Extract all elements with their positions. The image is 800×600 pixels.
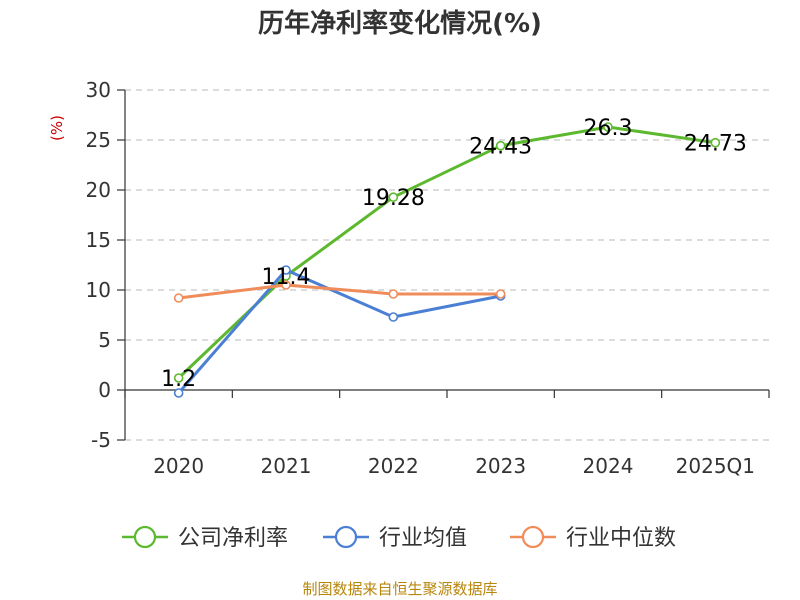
- data-point: [495, 289, 506, 299]
- series-lines: [177, 125, 716, 394]
- source-note: 制图数据来自恒生聚源数据库: [302, 580, 497, 598]
- grid: [125, 89, 769, 441]
- data-point: [388, 312, 399, 322]
- data-point: [173, 388, 184, 398]
- series-points: [173, 122, 721, 398]
- data-label: 11.4: [262, 265, 311, 290]
- x-tick-label: 2023: [475, 454, 526, 478]
- data-label: 24.73: [684, 132, 747, 157]
- data-label: 1.2: [161, 367, 196, 392]
- data-point: [603, 122, 613, 132]
- y-tick-label: 0: [98, 378, 111, 402]
- data-label: 19.28: [362, 186, 425, 211]
- series-line: [177, 125, 716, 380]
- x-axis-ticks: 2020 2021 2022 2023 2024 2025Q1: [124, 390, 770, 478]
- legend-circle-marker: [521, 525, 545, 549]
- data-point: [388, 289, 399, 299]
- x-tick-label: 2022: [368, 454, 419, 478]
- data-point: [173, 293, 184, 303]
- legend-label[interactable]: 公司净利率: [178, 526, 288, 551]
- legend-circle-marker: [133, 525, 157, 549]
- x-tick-label: 2024: [583, 454, 634, 478]
- y-axis-ticks: -5 0 5 10 15 20 25 30: [86, 78, 125, 452]
- x-tick-label: 2025Q1: [676, 454, 755, 478]
- y-tick-label: 5: [98, 328, 111, 352]
- data-label: 26.3: [584, 116, 633, 141]
- chart-title: 历年净利率变化情况(%): [258, 8, 542, 39]
- y-tick-label: 25: [86, 128, 111, 152]
- y-tick-label: 20: [86, 178, 111, 202]
- series-line: [177, 268, 501, 394]
- legend-label[interactable]: 行业中位数: [566, 526, 676, 551]
- x-tick-label: 2021: [261, 454, 312, 478]
- x-tick-label: 2020: [153, 454, 204, 478]
- data-point: [710, 137, 721, 148]
- axes: [124, 90, 769, 440]
- legend[interactable]: 公司净利率 行业均值 行业中位数: [122, 525, 676, 551]
- data-point: [495, 140, 506, 151]
- y-tick-label: 15: [86, 228, 111, 252]
- y-tick-label: -5: [91, 428, 111, 452]
- data-point: [281, 265, 291, 275]
- data-label: 24.43: [469, 135, 532, 160]
- y-axis-unit: (%): [48, 115, 66, 141]
- legend-circle-marker: [334, 525, 358, 549]
- series-line: [178, 283, 501, 300]
- legend-label[interactable]: 行业均值: [379, 526, 467, 551]
- y-tick-label: 10: [86, 278, 111, 302]
- y-tick-label: 30: [86, 78, 111, 102]
- data-point: [281, 280, 291, 290]
- data-point: [388, 192, 399, 202]
- data-labels: 1.2 11.4 19.28 24.43 26.3 24.73: [161, 116, 747, 392]
- data-point: [173, 373, 184, 383]
